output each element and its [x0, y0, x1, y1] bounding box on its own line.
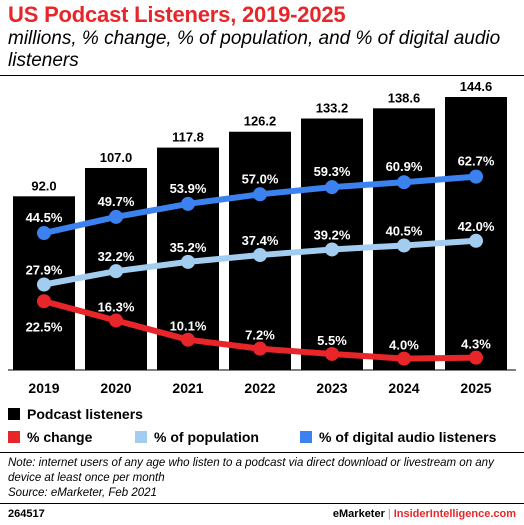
point-digital-2021: [181, 196, 195, 211]
note-text: Note: internet users of any age who list…: [8, 457, 494, 484]
x-tick-2024: 2024: [388, 380, 419, 396]
label-population-2024: 40.5%: [386, 223, 423, 238]
label-population-2019: 27.9%: [26, 263, 63, 278]
point-population-2024: [397, 238, 411, 253]
label-change-2019: 22.5%: [26, 319, 63, 334]
label-change-2025: 4.3%: [461, 337, 491, 352]
source-text: Source: eMarketer, Feb 2021: [8, 487, 157, 499]
point-population-2021: [181, 254, 195, 269]
label-digital-2024: 60.9%: [386, 159, 423, 174]
x-tick-2020: 2020: [100, 380, 131, 396]
label-population-2025: 42.0%: [458, 219, 495, 234]
label-change-2023: 5.5%: [317, 333, 347, 348]
label-population-2023: 39.2%: [314, 227, 351, 242]
bar-label-2020: 107.0: [100, 150, 133, 165]
point-population-2019: [37, 277, 51, 292]
x-tick-2021: 2021: [172, 380, 203, 396]
label-change-2020: 16.3%: [98, 299, 135, 314]
point-change-2025: [469, 350, 483, 365]
legend-swatch-population: [135, 431, 147, 443]
label-digital-2023: 59.3%: [314, 164, 351, 179]
chart-title: US Podcast Listeners, 2019-2025: [8, 2, 346, 27]
top-rule: [0, 75, 524, 76]
legend-change: % change: [8, 429, 92, 445]
note-block: Note: internet users of any age who list…: [8, 456, 518, 501]
x-tick-2025: 2025: [460, 380, 491, 396]
point-change-2021: [181, 332, 195, 347]
bar-label-2025: 144.6: [460, 79, 493, 94]
point-digital-2019: [37, 226, 51, 241]
label-change-2022: 7.2%: [245, 328, 275, 343]
legend-label-podcast: Podcast listeners: [27, 406, 143, 422]
chart-subtitle: millions, % change, % of population, and…: [8, 28, 501, 71]
legend-podcast: Podcast listeners: [8, 406, 143, 422]
legend-swatch-digital: [300, 431, 312, 443]
label-digital-2020: 49.7%: [98, 194, 135, 209]
point-change-2019: [37, 294, 51, 309]
legend-label-digital: % of digital audio listeners: [319, 429, 497, 445]
point-change-2020: [109, 313, 123, 328]
x-tick-2022: 2022: [244, 380, 275, 396]
label-change-2021: 10.1%: [170, 319, 207, 334]
legend-label-population: % of population: [154, 429, 259, 445]
footer-insider: InsiderIntelligence.com: [393, 508, 516, 520]
label-population-2022: 37.4%: [242, 233, 279, 248]
point-digital-2020: [109, 209, 123, 224]
bar-label-2019: 92.0: [31, 178, 56, 193]
bar-label-2021: 117.8: [172, 130, 204, 145]
label-digital-2025: 62.7%: [458, 154, 495, 169]
label-digital-2019: 44.5%: [26, 210, 63, 225]
x-tick-2023: 2023: [316, 380, 347, 396]
point-population-2023: [325, 242, 339, 257]
bar-2025: [445, 97, 507, 370]
point-change-2024: [397, 351, 411, 366]
footer-chart-id: 264517: [8, 508, 45, 520]
footer-separator: |: [387, 508, 391, 520]
legend-population: % of population: [135, 429, 259, 445]
point-digital-2022: [253, 187, 267, 202]
footer-emarketer: eMarketer: [332, 508, 385, 520]
legend-swatch-change: [8, 431, 20, 443]
bar-label-2024: 138.6: [388, 90, 421, 105]
point-digital-2023: [325, 180, 339, 195]
point-population-2020: [109, 264, 123, 279]
x-tick-2019: 2019: [28, 380, 59, 396]
label-digital-2022: 57.0%: [242, 171, 279, 186]
footer-brand: eMarketer | InsiderIntelligence.com: [333, 508, 516, 520]
label-population-2020: 32.2%: [98, 249, 135, 264]
label-population-2021: 35.2%: [170, 240, 207, 255]
label-change-2024: 4.0%: [389, 338, 419, 353]
bar-label-2023: 133.2: [316, 101, 349, 116]
bar-label-2022: 126.2: [244, 114, 277, 129]
legend-digital: % of digital audio listeners: [300, 429, 496, 445]
legend-label-change: % change: [27, 429, 93, 445]
point-digital-2025: [469, 169, 483, 184]
point-population-2025: [469, 233, 483, 248]
note-rule: [0, 452, 524, 453]
footer-rule: [0, 503, 524, 504]
label-digital-2021: 53.9%: [170, 181, 207, 196]
point-digital-2024: [397, 175, 411, 190]
legend-swatch-podcast: [8, 408, 20, 420]
chart-area: 92.0 107.0 117.8 126.2 133.2 138.6 144.6 2019 20…: [8, 79, 516, 396]
point-change-2022: [253, 341, 267, 356]
point-population-2022: [253, 248, 267, 263]
point-change-2023: [325, 346, 339, 361]
